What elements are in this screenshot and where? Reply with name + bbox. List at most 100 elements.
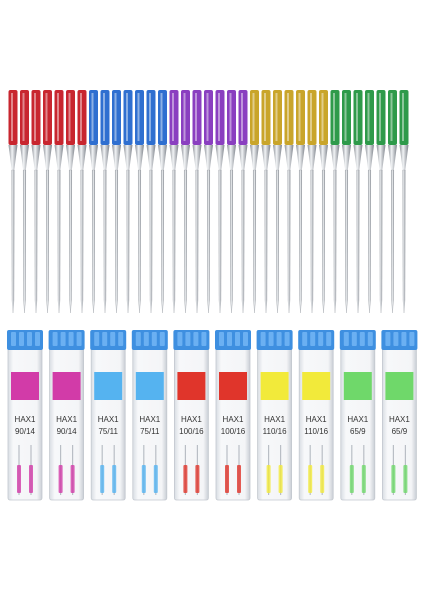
cap-ridge <box>193 332 199 346</box>
needle-shank <box>31 90 41 145</box>
needle-shaft <box>23 169 26 314</box>
cap-ridge <box>76 332 82 346</box>
cap-ridge <box>343 332 349 346</box>
case-needle-shank <box>17 465 21 493</box>
cap-ridge <box>143 332 149 346</box>
cap-ridge <box>276 332 282 346</box>
needle-taper <box>54 145 64 170</box>
needle-shaft <box>218 169 222 314</box>
needle-case: HAX1 75/11 <box>90 330 127 501</box>
needle <box>8 90 18 314</box>
cap-ridge <box>326 332 332 346</box>
needle-shank <box>307 90 317 145</box>
needle <box>342 90 351 314</box>
needle-shank <box>123 90 133 145</box>
cap-ridge <box>68 332 74 346</box>
needle-shine <box>218 93 220 141</box>
needle-shine <box>356 93 358 141</box>
case-needle-shank <box>100 465 105 493</box>
needle-taper <box>43 145 52 170</box>
needle <box>365 90 374 314</box>
needle-shank <box>8 90 18 145</box>
needle <box>158 90 167 314</box>
needle-shine <box>22 93 25 141</box>
cap-ridge <box>94 332 100 346</box>
needle <box>135 90 144 314</box>
needle-shaft <box>126 169 130 314</box>
cap-ridge <box>359 332 365 346</box>
needle-shank <box>284 90 294 145</box>
cap-ridge <box>284 332 290 346</box>
needle-case: HAX1 90/14 <box>7 330 43 501</box>
cap-ridge <box>260 332 266 346</box>
case-size: 110/16 <box>304 427 328 436</box>
needle-shank <box>342 90 351 145</box>
needle-shaft <box>195 169 199 314</box>
needle-shank <box>169 90 179 145</box>
needle <box>100 90 110 314</box>
needle-shank <box>20 90 29 145</box>
needle <box>169 90 179 314</box>
needle <box>89 90 98 314</box>
needle-shine <box>379 93 381 141</box>
case-needle-shank <box>58 465 63 493</box>
case-brand: HAX1 <box>306 415 327 424</box>
needle-shine <box>264 93 266 141</box>
needle-shaft <box>276 169 279 314</box>
needle-shank <box>192 90 202 145</box>
needle-shank <box>66 90 75 145</box>
needle-shank <box>238 90 248 145</box>
needle-taper <box>112 145 121 170</box>
needle-taper <box>307 145 317 170</box>
case-needle-shank <box>361 465 366 493</box>
case-needle-shank <box>29 465 33 493</box>
needle-shaft <box>241 169 245 314</box>
case-needle-shank <box>320 465 325 493</box>
cap-ridge <box>201 332 207 346</box>
needle-taper <box>215 145 225 170</box>
case-needle-shank <box>195 465 200 493</box>
cap-ridge <box>227 332 232 346</box>
needle-taper <box>181 145 190 170</box>
needle-shank <box>181 90 190 145</box>
needle <box>215 90 225 314</box>
needle <box>181 90 190 314</box>
needle-shank <box>353 90 363 145</box>
needle-shaft <box>80 169 84 314</box>
needle-shank <box>146 90 156 145</box>
needle-case: HAX1 100/16 <box>215 330 251 501</box>
cap-ridge <box>409 332 415 346</box>
needle-shank <box>54 90 64 145</box>
needle-shaft <box>69 169 72 314</box>
cap-ridge <box>52 332 58 346</box>
needle-shank <box>388 90 397 145</box>
needle-shine <box>206 93 209 141</box>
needle-shaft <box>322 169 325 314</box>
case-needle-shank <box>183 465 188 493</box>
needle-shine <box>321 93 324 141</box>
needle-taper <box>146 145 156 170</box>
needle-taper <box>31 145 41 170</box>
needle-shine <box>252 93 255 141</box>
needle-shaft <box>368 169 371 314</box>
needle <box>284 90 294 314</box>
needle-shank <box>158 90 167 145</box>
case-label <box>11 372 39 400</box>
needle-row <box>8 90 409 314</box>
case-label <box>177 372 206 400</box>
needle <box>388 90 397 314</box>
needle <box>66 90 75 314</box>
needle-taper <box>89 145 98 170</box>
needle-taper <box>20 145 29 170</box>
needle-shank <box>273 90 282 145</box>
needle-taper <box>100 145 110 170</box>
needle-shaft <box>34 169 38 314</box>
case-brand: HAX1 <box>98 415 119 424</box>
case-brand: HAX1 <box>139 415 160 424</box>
needle-shank <box>204 90 213 145</box>
needle-shank <box>43 90 52 145</box>
needle-shank <box>215 90 225 145</box>
needle-shaft <box>11 169 15 314</box>
case-size: 100/16 <box>221 427 246 436</box>
